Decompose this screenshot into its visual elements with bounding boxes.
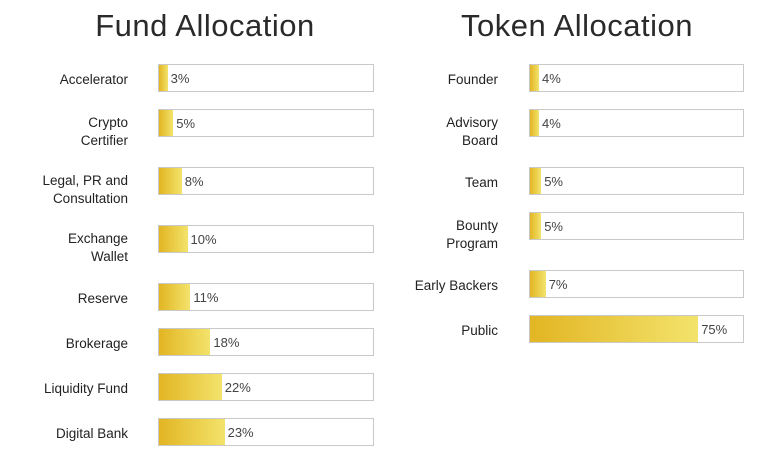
- token-bar-row: Public 75%: [392, 315, 782, 345]
- fund-bar-track: 23%: [158, 418, 374, 446]
- token-bar: [530, 271, 546, 297]
- fund-bar-track: 10%: [158, 225, 374, 253]
- fund-category-label: Liquidity Fund: [43, 381, 128, 396]
- token-category-label: Founder: [447, 72, 498, 87]
- token-bar-row: Founder 4%: [392, 64, 782, 94]
- fund-bar: [159, 65, 168, 91]
- fund-bar-row: Digital Bank 23%: [0, 418, 390, 448]
- token-allocation-title: Token Allocation: [460, 8, 694, 43]
- fund-bar-row: Liquidity Fund 22%: [0, 373, 390, 403]
- fund-value-label: 23%: [227, 425, 254, 440]
- token-category-label: Public: [461, 323, 498, 338]
- token-bar-row: Team 5%: [392, 167, 782, 197]
- fund-bar-row: Crypto Certifier 5%: [0, 109, 390, 148]
- fund-category-label: Crypto Certifier: [80, 115, 128, 148]
- token-bar-row: Bounty Program 5%: [392, 212, 782, 251]
- token-value-label: 5%: [544, 174, 563, 189]
- fund-category-label: Legal, PR and Consultation: [42, 173, 128, 206]
- token-bar-row: Early Backers 7%: [392, 270, 782, 300]
- fund-bar-track: 18%: [158, 328, 374, 356]
- token-bar-track: 75%: [529, 315, 744, 343]
- fund-value-label: 10%: [190, 232, 217, 247]
- fund-value-label: 22%: [224, 380, 251, 395]
- token-value-label: 7%: [548, 277, 568, 292]
- fund-value-label: 18%: [213, 335, 240, 350]
- token-category-label: Team: [464, 175, 498, 190]
- fund-bar-row: Exchange Wallet 10%: [0, 225, 390, 264]
- fund-bar-track: 22%: [158, 373, 374, 401]
- token-bar-track: 4%: [529, 64, 744, 92]
- token-bar-row: Advisory Board 4%: [392, 109, 782, 148]
- fund-category-label: Reserve: [77, 291, 128, 306]
- token-bar: [530, 316, 699, 342]
- fund-category-label: Digital Bank: [55, 426, 128, 441]
- token-bar-track: 5%: [529, 212, 744, 240]
- fund-bar: [159, 226, 188, 252]
- fund-bar-row: Legal, PR and Consultation 8%: [0, 167, 390, 206]
- token-category-label: Advisory Board: [446, 115, 498, 148]
- token-value-label: 4%: [542, 116, 561, 131]
- fund-bar-track: 11%: [158, 283, 374, 311]
- fund-bar-track: 8%: [158, 167, 374, 195]
- fund-category-label: Exchange Wallet: [67, 231, 128, 264]
- fund-value-label: 5%: [176, 116, 196, 131]
- fund-value-label: 3%: [170, 71, 190, 86]
- fund-category-label: Accelerator: [59, 72, 128, 87]
- token-bar-track: 5%: [529, 167, 744, 195]
- fund-value-label: 11%: [193, 290, 219, 305]
- fund-bar-track: 3%: [158, 64, 374, 92]
- token-bar-track: 4%: [529, 109, 744, 137]
- token-value-label: 5%: [544, 219, 563, 234]
- token-bar: [530, 110, 539, 136]
- fund-bar: [159, 110, 174, 136]
- fund-bar: [159, 168, 182, 194]
- fund-bar: [159, 284, 191, 310]
- token-bar: [530, 65, 539, 91]
- token-bar: [530, 213, 542, 239]
- fund-bar-row: Reserve 11%: [0, 283, 390, 313]
- token-category-label: Early Backers: [414, 278, 498, 293]
- token-bar-track: 7%: [529, 270, 744, 298]
- fund-bar: [159, 374, 222, 400]
- fund-category-label: Brokerage: [65, 336, 128, 351]
- token-value-label: 75%: [701, 322, 728, 337]
- fund-bar-track: 5%: [158, 109, 374, 137]
- fund-bar: [159, 419, 225, 445]
- fund-allocation-title: Fund Allocation: [95, 8, 315, 43]
- fund-bar: [159, 329, 211, 355]
- token-value-label: 4%: [542, 71, 561, 86]
- token-category-label: Bounty Program: [446, 218, 498, 251]
- token-bar: [530, 168, 542, 194]
- fund-value-label: 8%: [184, 174, 204, 189]
- fund-bar-row: Accelerator 3%: [0, 64, 390, 94]
- fund-bar-row: Brokerage 18%: [0, 328, 390, 358]
